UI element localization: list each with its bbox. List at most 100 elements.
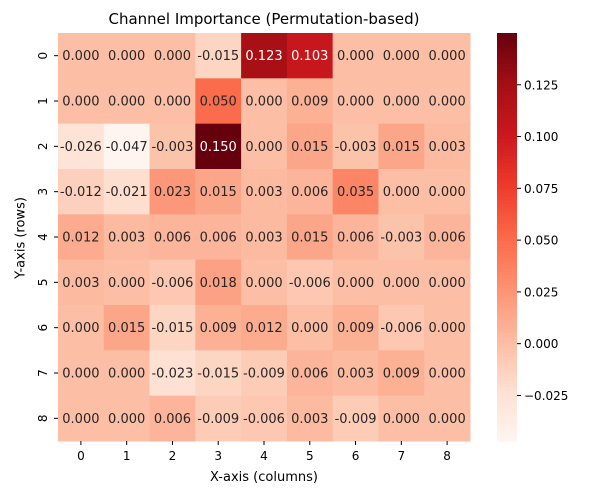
- colorbar-segment: [497, 247, 517, 252]
- heatmap-cell: [424, 305, 471, 351]
- cell-value-label: 0.035: [337, 185, 374, 200]
- colorbar-segment: [497, 434, 517, 439]
- cell-value-label: 0.000: [245, 140, 282, 155]
- colorbar-segment: [497, 281, 517, 286]
- heatmap-cell: [149, 169, 196, 215]
- y-tick-label: 7: [36, 369, 50, 377]
- cell-value-label: 0.000: [337, 276, 374, 291]
- heatmap-cell: [424, 33, 471, 79]
- heatmap-cell: [103, 78, 151, 125]
- heatmap-cell: [241, 305, 288, 351]
- cell-value-label: 0.000: [383, 185, 420, 200]
- heatmap-cell: [332, 169, 379, 215]
- heatmap-cell: [332, 395, 379, 442]
- colorbar-segment: [497, 36, 517, 41]
- cell-value-label: 0.012: [62, 231, 99, 246]
- heatmap-cell: [378, 305, 425, 351]
- heatmap-cell: [195, 350, 242, 397]
- colorbar-segment: [497, 63, 517, 68]
- cell-value-label: 0.015: [383, 140, 420, 155]
- cell-value-label: 0.015: [108, 321, 145, 336]
- cell-value-label: 0.000: [62, 321, 99, 336]
- heatmap-cell: [424, 259, 471, 306]
- x-tick-label: 4: [260, 449, 268, 463]
- colorbar-segment: [497, 271, 517, 275]
- x-tick-label: 7: [398, 449, 406, 463]
- heatmap-cell: [103, 123, 151, 170]
- colorbar-segment: [497, 369, 517, 374]
- cell-value-label: 0.000: [245, 95, 282, 110]
- colorbar-segment: [497, 196, 517, 201]
- cell-value-label: 0.000: [383, 276, 420, 291]
- heatmap-cell: [195, 123, 242, 170]
- x-tick-label: 6: [352, 449, 360, 463]
- cell-value-label: 0.000: [245, 276, 282, 291]
- colorbar-segment: [497, 294, 517, 299]
- heatmap-cell: [149, 305, 196, 351]
- colorbar-segment: [497, 77, 517, 82]
- heatmap-cell: [58, 169, 105, 215]
- heatmap-cell: [195, 33, 242, 79]
- colorbar-segment: [497, 226, 517, 231]
- heatmap-cell: [332, 214, 379, 261]
- colorbar-segment: [497, 308, 517, 313]
- cell-value-label: -0.015: [197, 367, 239, 382]
- colorbar-segment: [497, 220, 517, 224]
- heatmap-cell: [424, 350, 471, 397]
- cell-value-label: 0.000: [383, 95, 420, 110]
- cell-value-label: -0.006: [151, 276, 193, 291]
- heatmap-cell: [286, 259, 334, 306]
- cell-value-label: 0.000: [429, 95, 466, 110]
- colorbar-tick-label: −0.025: [524, 389, 568, 403]
- colorbar-segment: [497, 311, 517, 316]
- cell-value-label: 0.000: [291, 321, 328, 336]
- cell-value-label: 0.018: [200, 276, 237, 291]
- heatmap-cell: [195, 305, 242, 351]
- heatmap-cell: [241, 395, 288, 442]
- colorbar-segment: [497, 240, 517, 245]
- colorbar-segment: [497, 70, 517, 75]
- colorbar-segment: [497, 124, 517, 129]
- heatmap-cell: [195, 214, 242, 261]
- colorbar-segment: [497, 373, 517, 377]
- colorbar-segment: [497, 128, 517, 133]
- heatmap-cell: [58, 259, 105, 306]
- x-tick-label: 0: [77, 449, 85, 463]
- heatmap-cell: [332, 350, 379, 397]
- cell-value-label: 0.009: [291, 95, 328, 110]
- heatmap-cell: [58, 350, 105, 397]
- colorbar-segment: [497, 84, 517, 88]
- heatmap-cell: [195, 169, 242, 215]
- cell-value-label: -0.015: [151, 321, 193, 336]
- y-tick-label: 5: [36, 279, 50, 287]
- cell-value-label: -0.009: [243, 367, 285, 382]
- colorbar-segment: [497, 339, 517, 343]
- heatmap-cell: [58, 78, 105, 125]
- colorbar-segment: [497, 186, 517, 190]
- colorbar-segment: [497, 264, 517, 269]
- cell-value-label: 0.000: [429, 185, 466, 200]
- colorbar-segment: [497, 410, 517, 415]
- heatmap-cell: [241, 33, 288, 79]
- colorbar-segment: [497, 430, 517, 435]
- heatmap-cell: [58, 33, 105, 79]
- cell-value-label: -0.003: [151, 140, 193, 155]
- colorbar-segment: [497, 390, 517, 394]
- cell-value-label: 0.015: [291, 140, 328, 155]
- cell-value-label: 0.000: [62, 412, 99, 427]
- heatmap-cell: [286, 78, 334, 125]
- heatmap-cell: [241, 350, 288, 397]
- heatmap-cell: [332, 123, 379, 170]
- cell-value-label: 0.000: [108, 49, 145, 64]
- colorbar-segment: [497, 362, 517, 367]
- colorbar-segment: [497, 396, 517, 401]
- heatmap-cell: [149, 350, 196, 397]
- cell-value-label: 0.000: [108, 367, 145, 382]
- colorbar-segment: [497, 420, 517, 425]
- cell-value-label: 0.000: [108, 95, 145, 110]
- cell-value-label: 0.000: [62, 367, 99, 382]
- colorbar-segment: [497, 383, 517, 388]
- cell-value-label: 0.009: [200, 321, 237, 336]
- colorbar-segment: [497, 407, 517, 411]
